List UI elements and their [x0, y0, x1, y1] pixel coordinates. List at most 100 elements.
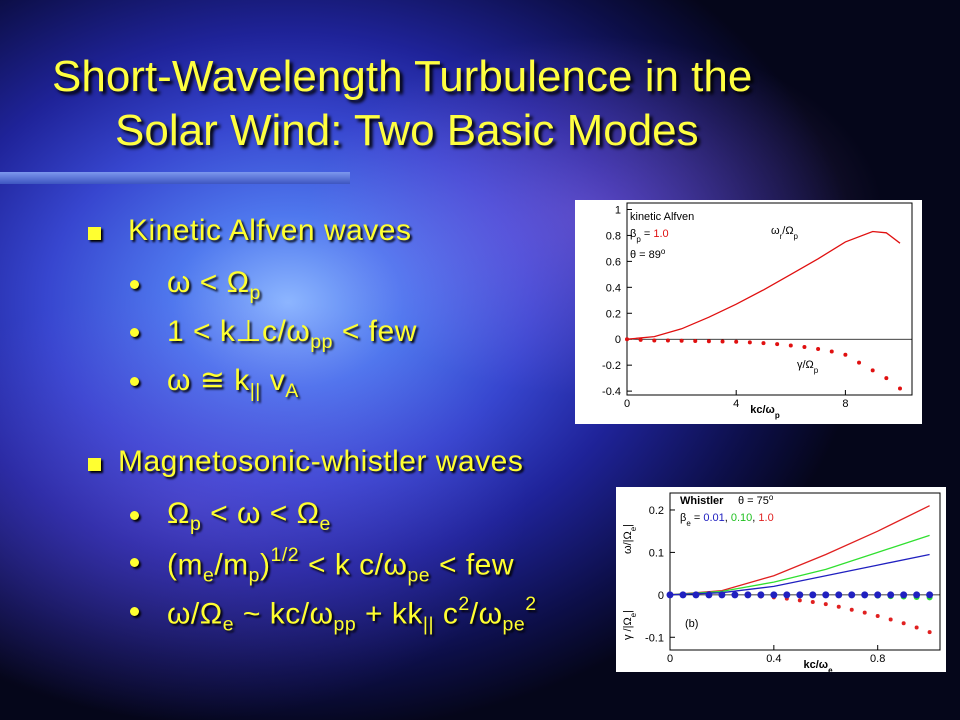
label-run: = [641, 228, 654, 240]
bullet-dot [130, 607, 139, 616]
label-run: p [636, 235, 641, 244]
label-run: γ /|Ω [622, 617, 634, 640]
label-run: 1.0 [653, 228, 668, 240]
plot-label: kinetic Alfven [630, 211, 694, 223]
dot-point [796, 591, 804, 599]
dot-point [731, 591, 739, 599]
dot-point [870, 368, 875, 373]
text-run: A [285, 379, 299, 402]
dot-point [757, 591, 765, 599]
bullet-square [88, 458, 101, 471]
label-run: 1.0 [758, 512, 773, 524]
x-tick-label: 0.8 [870, 653, 885, 665]
y-tick-label: 1 [615, 204, 621, 216]
plot-label: Whistler [680, 495, 724, 507]
text-run: pp [310, 330, 333, 353]
bullet-square [88, 227, 101, 240]
text-run: v [260, 364, 286, 397]
text-run: || [422, 613, 435, 636]
dot-point [900, 591, 908, 599]
dot-point [770, 591, 778, 599]
bullet-dot [130, 328, 139, 337]
label-run: p [814, 366, 819, 375]
text-run: || [249, 379, 261, 402]
y-tick-label: 0.2 [606, 308, 621, 320]
text-run: p [248, 564, 261, 587]
dot-point [783, 591, 791, 599]
plot-label: ω/|Ωe| [622, 524, 638, 554]
y-tick-label: -0.4 [602, 386, 621, 398]
label-run: kc/ω [803, 659, 828, 671]
text-run: c [434, 597, 459, 631]
section-heading: Magnetosonic-whistler waves [118, 445, 524, 478]
y-tick-label: 0 [658, 590, 664, 602]
dot-point [788, 343, 793, 348]
dot-point [761, 341, 766, 346]
dot-point [875, 614, 880, 619]
bullet-item: ω < Ωp [167, 266, 261, 305]
text-run: e [319, 512, 331, 535]
bullet-dot [130, 280, 139, 289]
dot-point [888, 617, 893, 622]
y-tick-label: -0.1 [645, 632, 664, 644]
dot-point [857, 360, 862, 365]
bullet-dot [130, 377, 139, 386]
title-bar [0, 172, 350, 184]
text-run: e [202, 564, 215, 587]
plot-label: (b) [685, 618, 698, 630]
text-run: (m [167, 548, 203, 582]
dot-point [747, 340, 752, 345]
label-run: Whistler [680, 495, 724, 507]
text-run: pp [333, 613, 357, 636]
dot-point [810, 600, 815, 605]
bullet-item: (me/mp)1/2 < k c/ωpe < few [167, 544, 514, 587]
dot-point [718, 591, 726, 599]
dot-point [706, 339, 711, 344]
plot-label: βe = 0.01, 0.10, 1.0 [680, 512, 774, 528]
plot-label: θ = 89o [630, 247, 666, 262]
x-tick-label: 4 [733, 398, 739, 410]
dot-point [802, 345, 807, 349]
label-run: | [622, 610, 634, 613]
text-run: < few [332, 315, 417, 348]
label-run: γ/Ω [797, 359, 814, 371]
label-run: | [622, 524, 634, 527]
plot-label: γ/Ωp [797, 359, 819, 375]
dot-point [901, 621, 906, 626]
dot-point [836, 604, 841, 609]
text-run: /m [214, 548, 249, 582]
label-run: /Ω [782, 225, 793, 237]
label-run: θ = 89 [630, 249, 661, 261]
label-run: β [630, 228, 636, 240]
dot-point [679, 338, 684, 343]
label-run: kinetic Alfven [630, 211, 694, 223]
dot-point [926, 591, 934, 599]
label-run: p [775, 411, 780, 420]
text-run: ⊥ [235, 315, 263, 348]
label-run: ω/|Ω [622, 531, 634, 554]
dot-point [692, 591, 700, 599]
dot-point [638, 337, 643, 342]
label-run: , [725, 512, 731, 524]
plot-label: βp = 1.0 [630, 228, 669, 244]
label-run: = [691, 512, 704, 524]
text-run: < few [430, 548, 515, 582]
plot-frame [626, 202, 913, 396]
dot-point [829, 349, 834, 354]
plot-label: kc/ωp [750, 404, 780, 420]
dot-point [874, 591, 882, 599]
x-tick-label: 0.4 [766, 653, 781, 665]
text-run: e [222, 613, 235, 636]
y-tick-label: 0.1 [649, 547, 664, 559]
y-tick-label: 0.4 [606, 282, 621, 294]
curve [626, 230, 901, 340]
dot-point [823, 602, 828, 607]
dot-point [775, 342, 780, 347]
bullet-item: Ωp < ω < Ωe [167, 497, 331, 536]
x-tick-label: 0 [667, 653, 673, 665]
dot-point [927, 630, 932, 635]
label-run: 0.01 [703, 512, 724, 524]
y-tick-label: 0 [615, 334, 621, 346]
